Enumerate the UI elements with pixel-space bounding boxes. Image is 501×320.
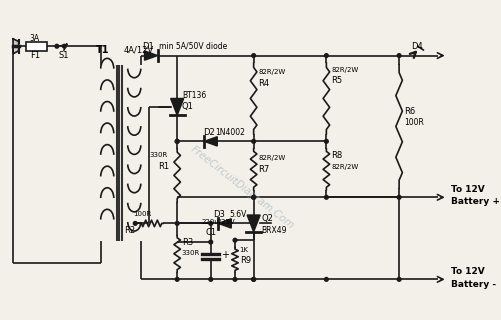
Text: Battery +: Battery + — [450, 197, 499, 206]
Text: C1: C1 — [205, 228, 216, 237]
Text: To 12V: To 12V — [450, 268, 484, 276]
Text: 330R: 330R — [181, 250, 200, 256]
Text: R3: R3 — [181, 237, 193, 246]
Text: FreeCircuitDiagram.Com: FreeCircuitDiagram.Com — [188, 145, 296, 231]
Text: R5: R5 — [330, 76, 342, 85]
Text: To 12V: To 12V — [450, 185, 484, 194]
Text: 82R/2W: 82R/2W — [258, 69, 285, 75]
Circle shape — [232, 238, 236, 242]
Circle shape — [175, 277, 179, 281]
Text: BRX49: BRX49 — [261, 226, 286, 236]
Circle shape — [324, 196, 328, 199]
Text: 3A: 3A — [29, 34, 39, 43]
Text: Battery -: Battery - — [450, 280, 495, 289]
Text: R2: R2 — [124, 226, 135, 236]
Text: D2: D2 — [203, 128, 214, 137]
Text: 100R: 100R — [403, 118, 423, 127]
Text: R4: R4 — [258, 79, 269, 88]
Text: R6: R6 — [403, 107, 414, 116]
Circle shape — [324, 54, 328, 57]
Circle shape — [55, 44, 59, 48]
Text: 1N4002: 1N4002 — [215, 128, 245, 137]
Circle shape — [175, 221, 179, 225]
Bar — [26, 42, 47, 51]
Text: 82R/2W: 82R/2W — [330, 164, 358, 170]
Circle shape — [252, 221, 255, 225]
Text: BT136: BT136 — [181, 91, 206, 100]
Polygon shape — [170, 99, 183, 115]
Text: D4: D4 — [410, 42, 422, 51]
Circle shape — [208, 221, 212, 225]
Text: Q1: Q1 — [181, 102, 193, 111]
Polygon shape — [204, 137, 217, 146]
Text: R9: R9 — [239, 256, 250, 265]
Text: 5.6V: 5.6V — [229, 210, 246, 219]
Text: 82R/2W: 82R/2W — [258, 155, 285, 161]
Text: 1K: 1K — [239, 246, 248, 252]
Text: Q2: Q2 — [261, 214, 273, 223]
Polygon shape — [13, 39, 19, 54]
Circle shape — [175, 140, 179, 143]
Text: S1: S1 — [59, 51, 69, 60]
Text: min 5A/50V diode: min 5A/50V diode — [158, 42, 226, 51]
Text: 220u/25V: 220u/25V — [201, 219, 234, 225]
Circle shape — [232, 277, 236, 281]
Text: T1: T1 — [96, 45, 109, 55]
Text: F1: F1 — [30, 51, 40, 60]
Circle shape — [252, 140, 255, 143]
Circle shape — [252, 196, 255, 199]
Text: R1: R1 — [158, 162, 169, 171]
Text: 82R/2W: 82R/2W — [330, 67, 358, 73]
Text: D3: D3 — [213, 210, 225, 219]
Text: +: + — [220, 250, 228, 260]
Text: 4A/12V: 4A/12V — [124, 45, 154, 54]
Circle shape — [133, 221, 137, 225]
Circle shape — [396, 54, 400, 57]
Circle shape — [252, 277, 255, 281]
Polygon shape — [218, 219, 231, 228]
Text: D1: D1 — [141, 42, 153, 51]
Text: R7: R7 — [258, 165, 269, 174]
Text: 330R: 330R — [149, 152, 167, 158]
Circle shape — [252, 54, 255, 57]
Text: 100R: 100R — [133, 211, 151, 217]
Circle shape — [324, 277, 328, 281]
Circle shape — [324, 140, 328, 143]
Polygon shape — [144, 51, 157, 60]
Text: R8: R8 — [330, 151, 342, 160]
Circle shape — [396, 196, 400, 199]
Circle shape — [175, 140, 179, 143]
Circle shape — [208, 240, 212, 244]
Circle shape — [396, 277, 400, 281]
Circle shape — [252, 277, 255, 281]
Polygon shape — [246, 215, 260, 232]
Circle shape — [62, 44, 66, 48]
Circle shape — [252, 196, 255, 199]
Circle shape — [208, 277, 212, 281]
